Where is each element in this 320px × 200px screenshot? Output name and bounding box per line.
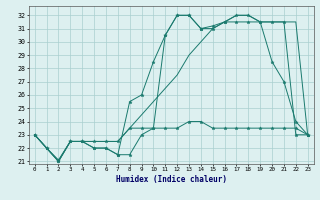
X-axis label: Humidex (Indice chaleur): Humidex (Indice chaleur) xyxy=(116,175,227,184)
